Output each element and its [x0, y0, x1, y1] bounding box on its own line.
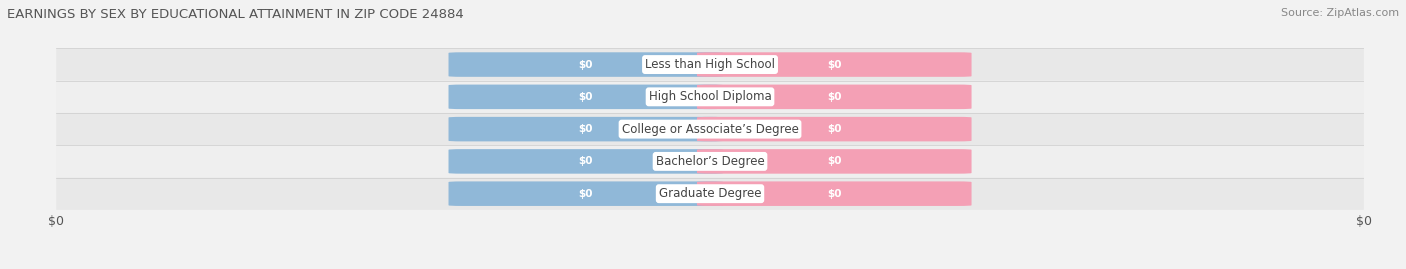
- FancyBboxPatch shape: [449, 52, 723, 77]
- Text: Source: ZipAtlas.com: Source: ZipAtlas.com: [1281, 8, 1399, 18]
- FancyBboxPatch shape: [449, 149, 723, 174]
- Legend: Male, Female: Male, Female: [640, 264, 780, 269]
- FancyBboxPatch shape: [697, 52, 972, 77]
- Text: $0: $0: [578, 156, 593, 167]
- Text: $0: $0: [827, 59, 842, 70]
- Text: $0: $0: [578, 59, 593, 70]
- FancyBboxPatch shape: [56, 113, 1364, 145]
- FancyBboxPatch shape: [697, 117, 972, 141]
- FancyBboxPatch shape: [697, 149, 972, 174]
- FancyBboxPatch shape: [697, 84, 972, 109]
- FancyBboxPatch shape: [56, 145, 1364, 178]
- Text: $0: $0: [578, 92, 593, 102]
- Text: High School Diploma: High School Diploma: [648, 90, 772, 103]
- FancyBboxPatch shape: [56, 178, 1364, 210]
- Text: College or Associate’s Degree: College or Associate’s Degree: [621, 123, 799, 136]
- FancyBboxPatch shape: [56, 48, 1364, 81]
- Text: EARNINGS BY SEX BY EDUCATIONAL ATTAINMENT IN ZIP CODE 24884: EARNINGS BY SEX BY EDUCATIONAL ATTAINMEN…: [7, 8, 464, 21]
- FancyBboxPatch shape: [449, 181, 723, 206]
- Text: $0: $0: [578, 124, 593, 134]
- FancyBboxPatch shape: [56, 81, 1364, 113]
- FancyBboxPatch shape: [449, 117, 723, 141]
- Text: Bachelor’s Degree: Bachelor’s Degree: [655, 155, 765, 168]
- Text: $0: $0: [827, 124, 842, 134]
- Text: Graduate Degree: Graduate Degree: [659, 187, 761, 200]
- Text: $0: $0: [578, 189, 593, 199]
- Text: $0: $0: [827, 92, 842, 102]
- Text: Less than High School: Less than High School: [645, 58, 775, 71]
- FancyBboxPatch shape: [449, 84, 723, 109]
- Text: $0: $0: [827, 156, 842, 167]
- Text: $0: $0: [827, 189, 842, 199]
- FancyBboxPatch shape: [697, 181, 972, 206]
